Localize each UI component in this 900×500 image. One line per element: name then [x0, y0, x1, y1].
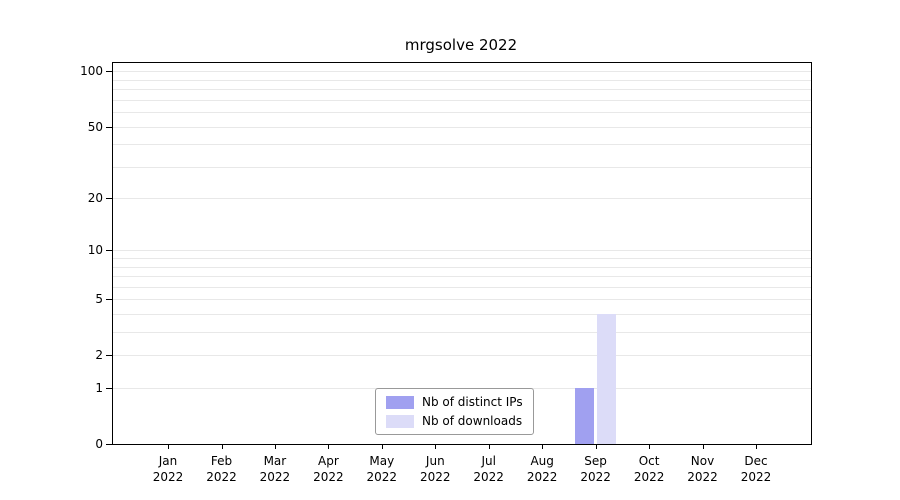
gridline	[113, 166, 811, 168]
x-tick-label: Jan 2022	[152, 454, 184, 484]
legend-item-distinct-ips: Nb of distinct IPs	[386, 395, 523, 409]
gridline	[113, 276, 811, 278]
gridline	[113, 258, 811, 260]
x-axis-tick	[168, 444, 169, 449]
x-tick-label: Mar 2022	[259, 454, 291, 484]
x-tick-label: Jul 2022	[473, 454, 504, 484]
x-axis-tick	[756, 444, 757, 449]
x-axis-tick	[381, 444, 383, 449]
y-tick-label: 1	[95, 381, 103, 395]
plot-area: 0 1 2 5 10 20 50 100 Jan 2022 Feb 2022 Mar 2022 Apr 202…	[80, 62, 812, 484]
y-tick-label: 5	[95, 292, 103, 307]
gridline	[113, 266, 811, 268]
y-tick-label: 50	[87, 119, 103, 134]
x-tick-label: Feb 2022	[206, 454, 237, 484]
x-axis-tick	[328, 444, 330, 449]
x-axis-tick	[221, 444, 223, 449]
gridline	[113, 112, 811, 114]
bar-sep-downloads	[597, 314, 617, 444]
x-axis-tick	[542, 444, 544, 449]
y-axis-tick	[106, 388, 112, 389]
y-axis-tick	[106, 299, 112, 301]
y-tick-label: 10	[87, 243, 103, 258]
x-tick-label: Jun 2022	[420, 454, 451, 484]
y-axis-tick	[106, 250, 112, 252]
legend: Nb of distinct IPs Nb of downloads	[375, 388, 534, 435]
gridline	[113, 332, 811, 334]
y-tick-label: 100	[80, 64, 103, 79]
legend-label-distinct-ips: Nb of distinct IPs	[422, 395, 523, 409]
y-axis-tick	[106, 71, 112, 73]
x-axis-tick	[595, 444, 597, 449]
y-tick-label: 20	[87, 191, 103, 206]
x-tick-label: Aug 2022	[526, 454, 558, 484]
gridline	[113, 126, 811, 128]
gridline	[113, 355, 811, 357]
x-axis-tick	[435, 444, 437, 449]
gridline	[113, 299, 811, 301]
x-tick-label: Nov 2022	[687, 454, 718, 484]
legend-swatch-downloads-icon	[386, 414, 414, 428]
y-tick-label: 0	[95, 437, 103, 451]
x-axis-tick	[488, 444, 490, 449]
x-axis-tick	[274, 444, 276, 449]
x-axis-tick	[702, 444, 704, 449]
gridline	[113, 314, 811, 315]
gridline	[113, 286, 811, 288]
legend-item-downloads: Nb of downloads	[386, 414, 523, 428]
x-tick-label: May 2022	[366, 454, 398, 484]
y-axis-tick	[106, 126, 112, 128]
chart-title: mrgsolve 2022	[404, 36, 518, 54]
gridline	[113, 99, 811, 101]
y-axis-tick	[106, 198, 112, 200]
gridline	[113, 198, 811, 200]
gridline	[113, 71, 811, 73]
x-tick-label: Sep 2022	[580, 454, 611, 484]
y-tick-label: 2	[95, 348, 103, 363]
gridline	[113, 89, 811, 91]
gridline	[113, 79, 811, 81]
bar-sep-distinct-ips	[575, 388, 595, 444]
x-tick-label: Dec 2022	[740, 454, 772, 484]
legend-label-downloads: Nb of downloads	[422, 414, 523, 428]
legend-swatch-distinct-ips-icon	[386, 395, 414, 409]
x-tick-label: Oct 2022	[633, 454, 665, 484]
x-tick-label: Apr 2022	[313, 454, 344, 484]
gridline	[113, 144, 811, 146]
gridline	[113, 250, 811, 252]
y-axis-tick	[106, 355, 112, 357]
y-axis-tick	[106, 444, 112, 445]
x-axis-tick	[649, 444, 651, 449]
